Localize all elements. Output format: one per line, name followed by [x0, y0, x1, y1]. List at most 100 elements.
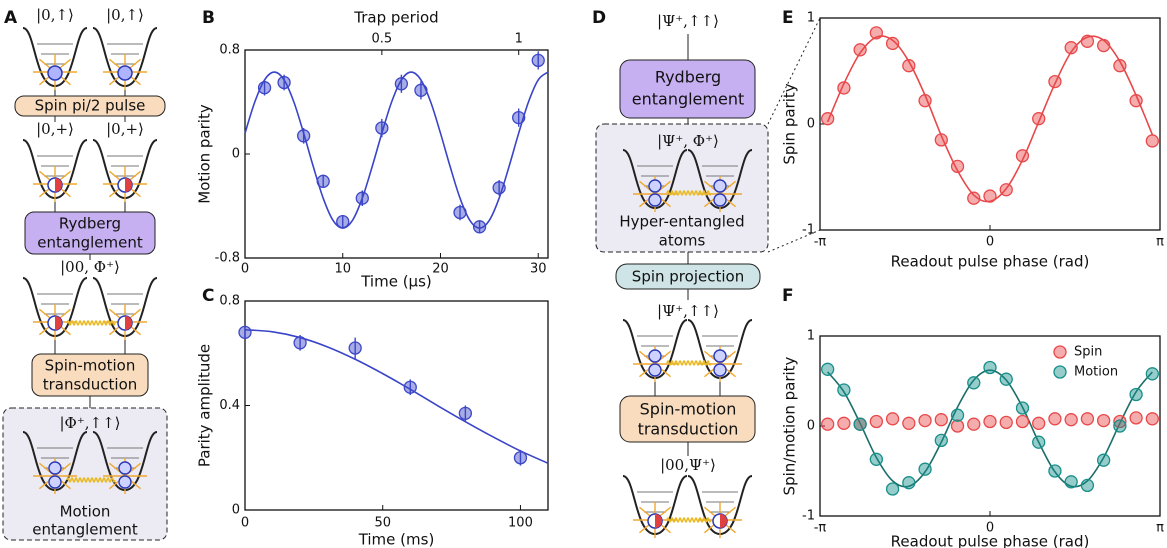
- motion-rays: [33, 166, 77, 202]
- atom: [117, 65, 133, 81]
- data-point: [238, 325, 252, 340]
- box-label: entanglement: [632, 90, 745, 109]
- data-point: [950, 408, 965, 422]
- atom-half: [125, 316, 132, 330]
- x-axis-label: Time (ms): [358, 531, 435, 548]
- y-tick-label: 0: [807, 419, 815, 434]
- box-label: transduction: [638, 420, 739, 439]
- data-point: [348, 341, 362, 355]
- y-tick-label: 1: [807, 11, 815, 26]
- caption: Motion: [60, 503, 111, 521]
- x-axis-label: Readout pulse phase (rad): [891, 253, 1090, 271]
- data-point: [414, 83, 428, 97]
- data-point: [885, 412, 900, 426]
- y-tick-label: 0: [807, 117, 815, 132]
- ket: |00, Φ⁺⟩: [60, 258, 120, 276]
- ket: |Ψ⁺,↑↑⟩: [657, 12, 719, 30]
- trap-well: [622, 475, 688, 538]
- data-point: [983, 360, 997, 375]
- trap-well: [92, 277, 158, 340]
- process-box: [14, 95, 166, 117]
- data-point: [1048, 464, 1062, 478]
- box-label: entanglement: [37, 234, 143, 252]
- y-tick-label: 0.4: [219, 398, 240, 413]
- atom: [713, 179, 727, 193]
- data-point: [453, 205, 467, 220]
- box-label: Spin-motion: [640, 400, 737, 419]
- atom: [118, 475, 132, 489]
- data-point: [950, 419, 965, 433]
- x-tick-label: 100: [508, 516, 533, 531]
- data-point: [1032, 435, 1046, 449]
- data-point: [1113, 59, 1127, 73]
- atom: [713, 193, 727, 207]
- data-point: [1048, 412, 1062, 426]
- data-point: [1113, 414, 1127, 429]
- x-tick-label: 50: [374, 516, 391, 531]
- ket: |Φ⁺,↑↑⟩: [59, 414, 120, 432]
- x2-axis-label: Trap period: [353, 9, 438, 27]
- caption: Hyper-entangled: [619, 213, 744, 231]
- data-point: [257, 81, 272, 95]
- data-point: [983, 414, 997, 429]
- x-tick-label: π: [1156, 235, 1164, 250]
- legend-marker: [1053, 345, 1067, 359]
- fit-line: [826, 35, 1154, 203]
- decorations: [2, 17, 821, 541]
- dashed-group: [2, 407, 168, 541]
- data-point: [458, 406, 473, 420]
- data-point: [1080, 34, 1095, 48]
- data-point: [967, 417, 981, 431]
- trap-well: [22, 27, 88, 90]
- data-point: [853, 417, 867, 431]
- entanglement-wave: [666, 517, 712, 523]
- atom-half: [125, 178, 132, 192]
- atom: [47, 65, 63, 81]
- x-tick-label: 0: [241, 262, 249, 277]
- legend-label: Spin: [1074, 345, 1102, 360]
- atom: [648, 349, 662, 363]
- data-point: [1145, 412, 1159, 426]
- data-point: [837, 383, 851, 397]
- data-point: [918, 413, 932, 428]
- box-label: Spin-motion: [45, 357, 136, 375]
- atom: [713, 349, 727, 363]
- y-tick-label: 1: [807, 329, 815, 344]
- caption: entanglement: [32, 521, 138, 539]
- trap-well: [687, 475, 753, 538]
- x-tick-label: -π: [814, 235, 827, 250]
- y-tick-label: -0.8: [215, 251, 240, 266]
- trap-well: [687, 149, 753, 212]
- trap-well: [622, 149, 688, 212]
- dashed-group: [595, 123, 769, 253]
- trap-well: [622, 319, 688, 382]
- trap-well: [687, 319, 753, 382]
- panel-label: E: [782, 8, 794, 28]
- atom: [48, 475, 62, 489]
- trap-well: [22, 431, 88, 494]
- x-tick-label: 20: [432, 262, 449, 277]
- data-point: [934, 133, 948, 147]
- plot-frame: [244, 300, 549, 511]
- data-point: [837, 81, 851, 95]
- data-point: [1015, 414, 1030, 429]
- x-tick-label: 0: [986, 521, 994, 536]
- data-point: [950, 159, 965, 174]
- data-point: [999, 372, 1013, 386]
- data-point: [902, 59, 916, 73]
- atom-half: [655, 514, 662, 528]
- atom: [118, 461, 132, 475]
- y-tick-label: -1: [802, 223, 815, 238]
- atom-half: [55, 316, 62, 330]
- data-point: [885, 482, 900, 496]
- fit-line: [244, 328, 549, 464]
- data-point: [1048, 74, 1062, 89]
- x-tick-label: 0: [986, 235, 994, 250]
- x-tick-label: 10: [334, 262, 351, 277]
- y-tick-label: 0: [232, 147, 240, 162]
- legend-marker: [1053, 365, 1067, 379]
- x2-tick-label: 0.5: [372, 32, 393, 47]
- atom: [713, 363, 727, 377]
- data-point: [821, 417, 835, 431]
